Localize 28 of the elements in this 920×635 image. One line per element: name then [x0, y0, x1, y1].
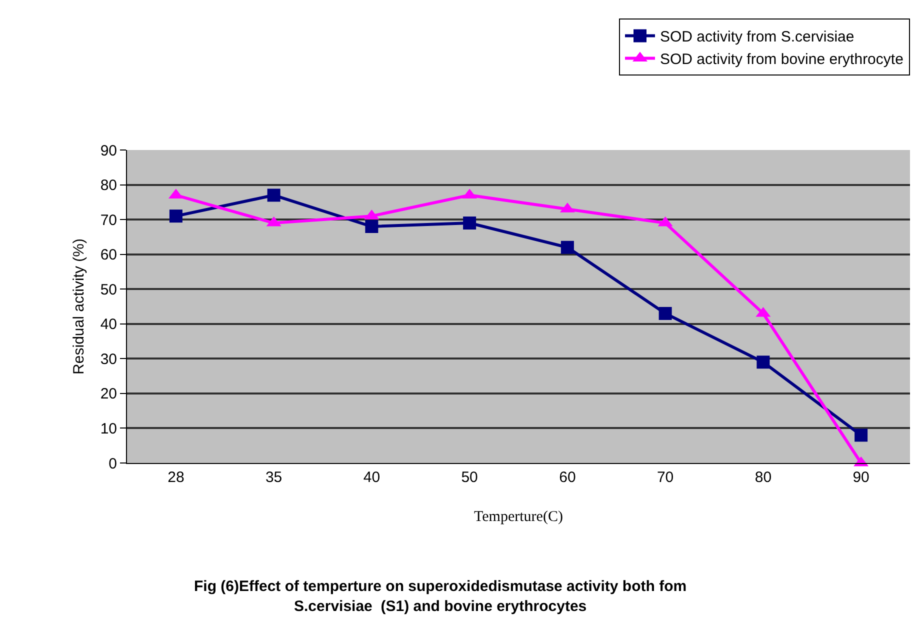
x-tick-label: 35	[265, 469, 282, 486]
y-tick-label: 50	[100, 281, 117, 298]
y-tick-label: 40	[100, 316, 117, 334]
y-tick-label: 30	[100, 350, 117, 368]
y-tick-label: 10	[100, 420, 117, 438]
y-tick-label: 60	[100, 246, 117, 264]
y-tick-label: 20	[100, 386, 117, 403]
x-tick-label: 50	[461, 469, 478, 486]
y-tick-label: 80	[100, 177, 117, 194]
x-tick-label: 90	[852, 469, 870, 486]
text: S.cervisiae (S1) and bovine erythrocytes	[294, 598, 587, 615]
y-tick-label: 0	[108, 455, 117, 472]
y-tick-label: 70	[100, 212, 117, 229]
x-tick-label: 60	[559, 469, 576, 486]
point	[854, 428, 868, 442]
legend-label: SOD activity from bovine erythrocyte	[660, 51, 904, 68]
x-tick-label: 80	[754, 469, 772, 486]
y-tick-label: 90	[100, 142, 117, 160]
point	[658, 306, 672, 320]
x-tick-label: 70	[656, 469, 674, 486]
y-axis-title: Residual activity (%)	[70, 238, 88, 374]
x-axis-title: Temperture(C)	[474, 509, 563, 525]
point	[756, 356, 770, 369]
x-tick-label: 28	[168, 469, 184, 486]
x-tick-label: 40	[363, 469, 380, 486]
text: Fig (6)Effect of temperture on superoxidedismutase activity both fom	[194, 578, 687, 595]
legend-label: SOD activity from S.cervisiae	[660, 28, 854, 46]
point	[560, 240, 574, 254]
